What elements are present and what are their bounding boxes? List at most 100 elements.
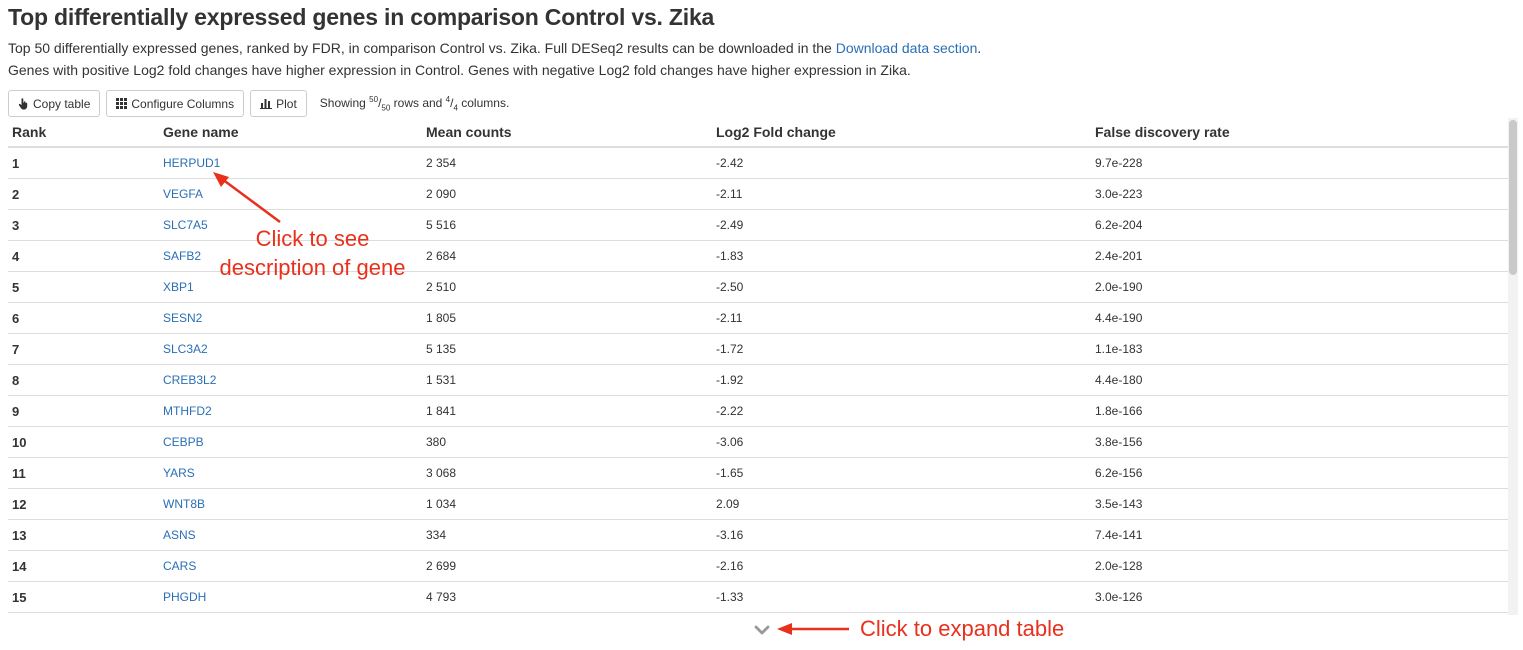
cell-false-discovery-rate: 3.8e-156 (1091, 426, 1508, 458)
cell-gene-name: XBP1 (159, 271, 422, 303)
gene-link[interactable]: SLC7A5 (163, 218, 208, 232)
cell-false-discovery-rate: 7.4e-141 (1091, 519, 1508, 551)
cell-gene-name: CREB3L2 (159, 364, 422, 396)
grid-icon (116, 98, 128, 109)
header-log2-fold-change[interactable]: Log2 Fold change (712, 118, 1091, 148)
cell-false-discovery-rate: 2.4e-201 (1091, 240, 1508, 272)
rows-shown: 50 (369, 94, 379, 104)
cols-shown: 4 (445, 94, 451, 104)
scrollbar-thumb[interactable] (1509, 120, 1517, 275)
cell-mean-counts: 1 034 (422, 488, 712, 520)
table-row: 10 CEBPB 380 -3.06 3.8e-156 (8, 426, 1508, 458)
gene-link[interactable]: SLC3A2 (163, 342, 208, 356)
cell-false-discovery-rate: 2.0e-128 (1091, 550, 1508, 582)
cell-gene-name: SLC7A5 (159, 209, 422, 241)
gene-link[interactable]: YARS (163, 466, 195, 480)
cols-suffix: columns. (457, 95, 510, 110)
table-row: 11 YARS 3 068 -1.65 6.2e-156 (8, 457, 1508, 489)
table-row: 6 SESN2 1 805 -2.11 4.4e-190 (8, 302, 1508, 334)
cell-gene-name: VEGFA (159, 178, 422, 210)
rows-total: 50 (381, 103, 391, 113)
table-scrollbar[interactable] (1508, 118, 1518, 615)
chevron-down-icon (754, 625, 770, 635)
table-row: 1 HERPUD1 2 354 -2.42 9.7e-228 (8, 147, 1508, 179)
cols-total: 4 (453, 103, 458, 113)
header-gene-name[interactable]: Gene name (159, 118, 422, 148)
gene-link[interactable]: VEGFA (163, 187, 204, 201)
gene-link[interactable]: CREB3L2 (163, 373, 217, 387)
cell-log2-fold-change: -3.16 (712, 519, 1091, 551)
bar-chart-icon (260, 98, 273, 109)
gene-link[interactable]: SAFB2 (163, 249, 202, 263)
configure-columns-button[interactable]: Configure Columns (106, 90, 245, 117)
cell-mean-counts: 2 090 (422, 178, 712, 210)
cell-log2-fold-change: -3.06 (712, 426, 1091, 458)
gene-link[interactable]: WNT8B (163, 497, 205, 511)
genes-table: Rank Gene name Mean counts Log2 Fold cha… (8, 118, 1508, 613)
gene-link[interactable]: PHGDH (163, 590, 207, 604)
cell-false-discovery-rate: 1.8e-166 (1091, 395, 1508, 427)
cell-mean-counts: 5 516 (422, 209, 712, 241)
table-row: 12 WNT8B 1 034 2.09 3.5e-143 (8, 488, 1508, 520)
plot-button[interactable]: Plot (250, 90, 307, 117)
expand-table-button[interactable] (752, 620, 772, 640)
gene-annotation-line2: description of gene (219, 255, 406, 280)
table-row: 14 CARS 2 699 -2.16 2.0e-128 (8, 550, 1508, 582)
gene-link[interactable]: MTHFD2 (163, 404, 212, 418)
cell-rank: 1 (8, 147, 159, 179)
gene-link[interactable]: CEBPB (163, 435, 204, 449)
cell-mean-counts: 334 (422, 519, 712, 551)
cell-gene-name: HERPUD1 (159, 147, 422, 179)
cell-log2-fold-change: -1.72 (712, 333, 1091, 365)
cell-mean-counts: 1 531 (422, 364, 712, 396)
gene-link[interactable]: XBP1 (163, 280, 194, 294)
cell-rank: 10 (8, 426, 159, 458)
description-line-1: Top 50 differentially expressed genes, r… (8, 39, 981, 57)
gene-link[interactable]: ASNS (163, 528, 196, 542)
cell-rank: 9 (8, 395, 159, 427)
expand-annotation: Click to expand table (860, 616, 1065, 641)
header-mean-counts[interactable]: Mean counts (422, 118, 712, 148)
description-period: . (977, 40, 982, 56)
cell-mean-counts: 1 841 (422, 395, 712, 427)
table-header-row: Rank Gene name Mean counts Log2 Fold cha… (8, 118, 1508, 148)
showing-prefix: Showing (319, 95, 370, 110)
table-row: 9 MTHFD2 1 841 -2.22 1.8e-166 (8, 395, 1508, 427)
copy-table-button[interactable]: Copy table (8, 90, 101, 117)
hand-pointer-icon (18, 97, 29, 110)
cell-false-discovery-rate: 1.1e-183 (1091, 333, 1508, 365)
cell-log2-fold-change: -2.11 (712, 178, 1091, 210)
download-data-link[interactable]: Download data section (835, 40, 978, 56)
cell-log2-fold-change: -1.65 (712, 457, 1091, 489)
cell-mean-counts: 2 684 (422, 240, 712, 272)
gene-link[interactable]: CARS (163, 559, 197, 573)
gene-link[interactable]: HERPUD1 (163, 156, 221, 170)
table-toolbar: Copy table Configure Columns Plot Showin… (8, 89, 509, 118)
header-false-discovery-rate[interactable]: False discovery rate (1091, 118, 1508, 148)
cell-rank: 15 (8, 581, 159, 613)
cell-gene-name: MTHFD2 (159, 395, 422, 427)
genes-table-container: Rank Gene name Mean counts Log2 Fold cha… (8, 118, 1508, 615)
copy-table-label: Copy table (33, 96, 91, 111)
cell-rank: 11 (8, 457, 159, 489)
gene-link[interactable]: SESN2 (163, 311, 203, 325)
table-row: 7 SLC3A2 5 135 -1.72 1.1e-183 (8, 333, 1508, 365)
cell-log2-fold-change: -2.49 (712, 209, 1091, 241)
cell-log2-fold-change: -1.83 (712, 240, 1091, 272)
cell-log2-fold-change: -1.92 (712, 364, 1091, 396)
gene-annotation-line1: Click to see (255, 226, 370, 251)
table-row: 15 PHGDH 4 793 -1.33 3.0e-126 (8, 581, 1508, 613)
cell-mean-counts: 5 135 (422, 333, 712, 365)
cell-rank: 3 (8, 209, 159, 241)
description-text: Top 50 differentially expressed genes, r… (8, 40, 836, 56)
configure-columns-label: Configure Columns (131, 96, 235, 111)
cell-log2-fold-change: -2.11 (712, 302, 1091, 334)
header-rank[interactable]: Rank (8, 118, 159, 148)
table-row: 8 CREB3L2 1 531 -1.92 4.4e-180 (8, 364, 1508, 396)
cell-mean-counts: 2 699 (422, 550, 712, 582)
table-row: 3 SLC7A5 5 516 -2.49 6.2e-204 (8, 209, 1508, 241)
cell-false-discovery-rate: 4.4e-190 (1091, 302, 1508, 334)
cell-log2-fold-change: -2.50 (712, 271, 1091, 303)
cell-mean-counts: 4 793 (422, 581, 712, 613)
cell-log2-fold-change: 2.09 (712, 488, 1091, 520)
